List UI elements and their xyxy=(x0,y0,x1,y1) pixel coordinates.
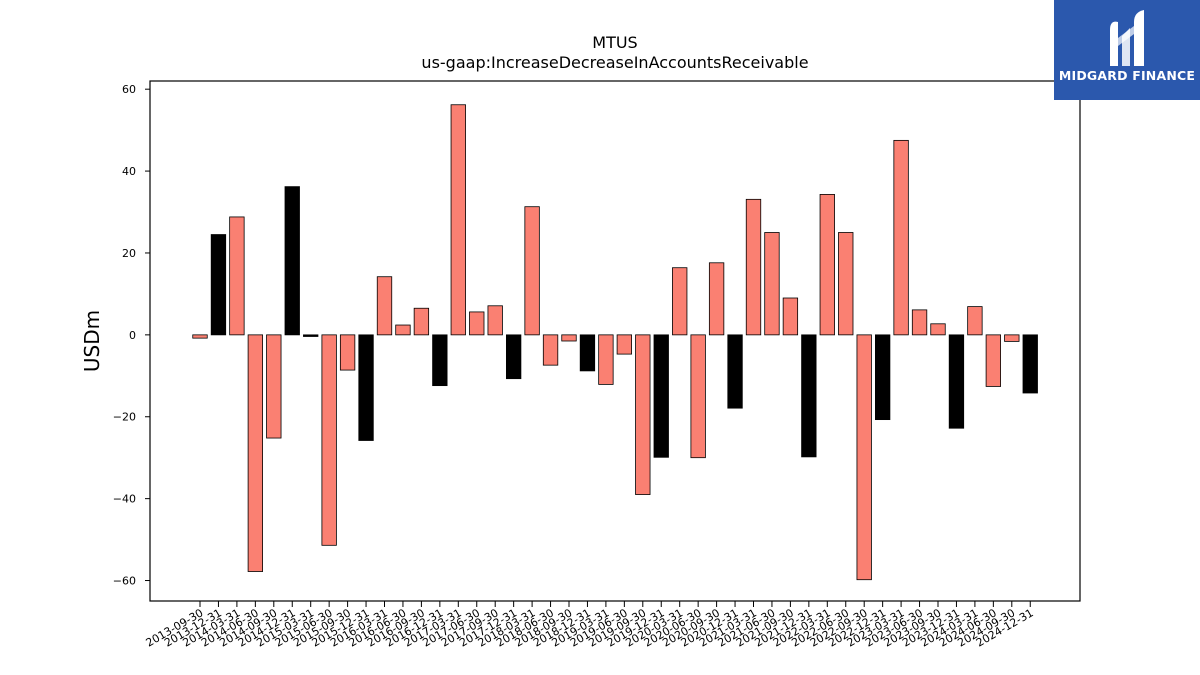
bar xyxy=(303,334,319,337)
logo-text: MIDGARD FINANCE xyxy=(1058,68,1196,83)
bar xyxy=(985,334,1001,387)
bar xyxy=(1022,334,1038,394)
y-tick-label: −40 xyxy=(113,493,136,506)
chart-subtitle: us-gaap:IncreaseDecreaseInAccountsReceiv… xyxy=(421,53,808,72)
bar xyxy=(745,198,762,336)
bar xyxy=(266,334,282,439)
bar xyxy=(727,334,743,409)
bar xyxy=(653,334,669,458)
bar xyxy=(948,334,965,429)
bar xyxy=(339,334,356,371)
bar xyxy=(708,262,725,336)
bar xyxy=(635,334,651,495)
bar xyxy=(561,334,577,342)
chart-title: MTUS xyxy=(592,33,637,52)
midgard-logo-icon xyxy=(1110,10,1144,66)
bar xyxy=(432,334,448,387)
y-tick-label: 40 xyxy=(122,165,136,178)
y-axis-ticks: 60 40 20 0 −20 −40 −60 xyxy=(113,83,150,588)
bar xyxy=(542,334,559,366)
bar xyxy=(1004,334,1020,342)
y-tick-label: −20 xyxy=(113,411,136,424)
brand-logo: MIDGARD FINANCE xyxy=(1054,0,1200,100)
bar xyxy=(801,334,817,458)
bar xyxy=(764,232,780,336)
bar xyxy=(229,216,245,336)
bar xyxy=(413,307,430,336)
bar xyxy=(505,334,522,380)
y-tick-label: −60 xyxy=(113,575,136,588)
bar xyxy=(192,334,208,339)
bar xyxy=(856,334,872,581)
y-tick-label: 0 xyxy=(129,329,136,342)
plot-frame xyxy=(149,80,1081,602)
bar xyxy=(284,186,300,336)
bar xyxy=(321,334,337,546)
bar xyxy=(598,334,614,385)
bar xyxy=(838,232,854,336)
bar xyxy=(450,104,466,336)
bars xyxy=(192,104,1038,581)
bar xyxy=(930,323,946,336)
bar xyxy=(210,234,227,336)
bar xyxy=(524,206,540,336)
bar xyxy=(893,139,909,336)
bar xyxy=(616,334,632,355)
bar xyxy=(819,194,835,336)
y-axis-label: USDm xyxy=(80,310,104,372)
bar xyxy=(487,305,503,336)
x-axis-ticks: 2013-09-302013-12-312014-03-312014-06-30… xyxy=(144,601,1036,650)
bar xyxy=(469,311,485,336)
bar xyxy=(395,324,411,336)
bar xyxy=(690,334,706,459)
bar xyxy=(911,309,928,336)
bar xyxy=(672,267,688,336)
bar xyxy=(247,334,264,572)
bar xyxy=(376,276,393,336)
bar xyxy=(875,334,891,421)
bar xyxy=(967,306,983,336)
y-tick-label: 60 xyxy=(122,83,136,96)
bar xyxy=(782,297,799,336)
bar xyxy=(358,334,374,441)
bar xyxy=(579,334,596,372)
y-tick-label: 20 xyxy=(122,247,136,260)
